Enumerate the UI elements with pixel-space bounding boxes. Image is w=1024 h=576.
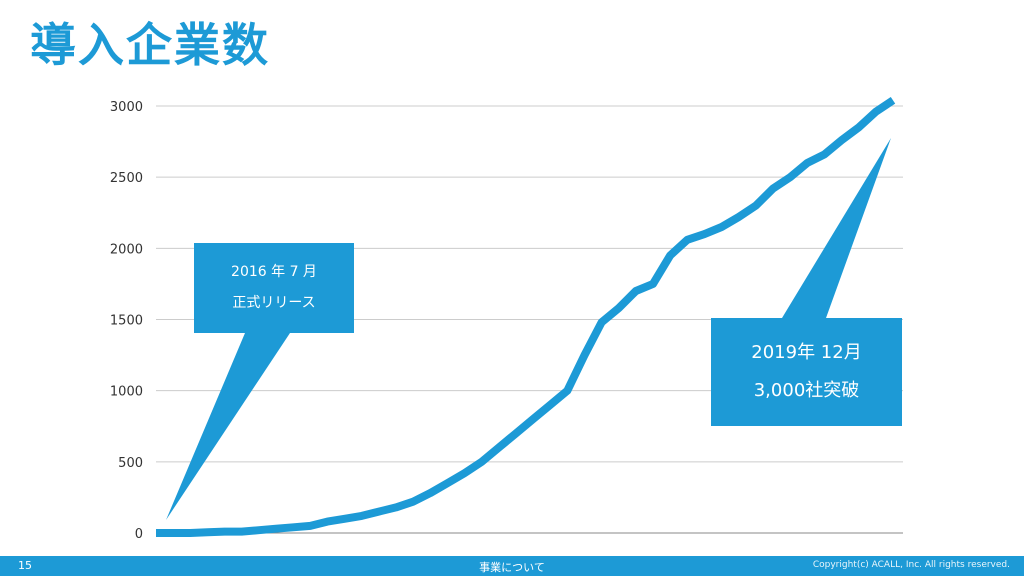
copyright-text: Copyright(c) ACALL, Inc. All rights rese… — [812, 560, 1010, 570]
release-callout: 2016 年 7 月 正式リリース — [194, 243, 354, 333]
y-tick-label-1000: 1000 — [110, 385, 143, 400]
y-axis-ticks: 0 500 1000 1500 2000 2500 3000 — [110, 100, 143, 542]
callout-pointers — [166, 138, 891, 520]
milestone-callout-text: 3,000社突破 — [753, 380, 860, 401]
page-number: 15 — [18, 559, 32, 572]
y-tick-label-2000: 2000 — [110, 242, 143, 257]
section-label: 事業について — [479, 561, 545, 574]
right-callout-pointer — [782, 138, 891, 318]
footer-bar: 15 事業について Copyright(c) ACALL, Inc. All r… — [0, 556, 1024, 576]
milestone-callout: 2019年 12月 3,000社突破 — [711, 318, 902, 426]
series-line-path — [156, 96, 896, 537]
release-callout-text: 正式リリース — [232, 295, 316, 311]
release-callout-date: 2016 年 7 月 — [231, 264, 317, 280]
left-callout-pointer — [166, 333, 290, 520]
series-line — [156, 96, 896, 537]
y-tick-label-1500: 1500 — [110, 314, 143, 329]
y-tick-label-0: 0 — [135, 527, 143, 542]
y-tick-label-2500: 2500 — [110, 171, 143, 186]
milestone-callout-date: 2019年 12月 — [751, 342, 862, 363]
y-tick-label-500: 500 — [118, 456, 143, 471]
page-title: 導入企業数 — [30, 18, 270, 72]
y-tick-label-3000: 3000 — [110, 100, 143, 115]
